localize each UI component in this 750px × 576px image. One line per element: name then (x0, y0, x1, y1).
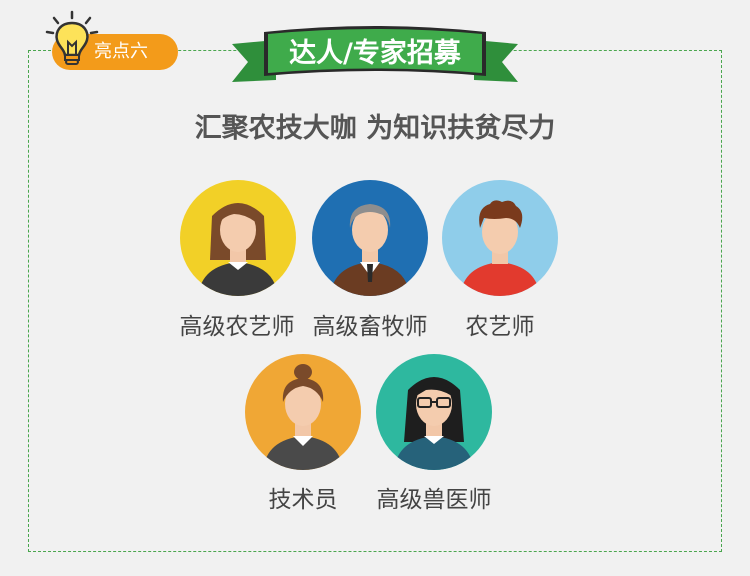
banner-title: 达人/专家招募 (289, 38, 461, 69)
lightbulb-icon (45, 10, 99, 65)
older-man-suit-avatar (312, 180, 428, 296)
title-banner (232, 26, 518, 82)
expert-label-senior-agronomist: 高级农艺师 (179, 314, 295, 340)
woman-bun-blazer-avatar (245, 354, 361, 470)
expert-label-senior-veterinarian: 高级兽医师 (376, 487, 492, 513)
woman-glasses-avatar (376, 354, 492, 470)
expert-label-senior-animal-husbandry: 高级畜牧师 (312, 314, 428, 340)
subtitle: 汇聚农技大咖 为知识扶贫尽力 (194, 113, 556, 144)
young-man-red-shirt-avatar (442, 180, 558, 296)
badge-label: 亮点六 (94, 41, 148, 62)
expert-label-agronomist: 农艺师 (465, 314, 535, 340)
expert-label-technician: 技术员 (268, 487, 338, 513)
woman-brown-hair-avatar (180, 180, 296, 296)
